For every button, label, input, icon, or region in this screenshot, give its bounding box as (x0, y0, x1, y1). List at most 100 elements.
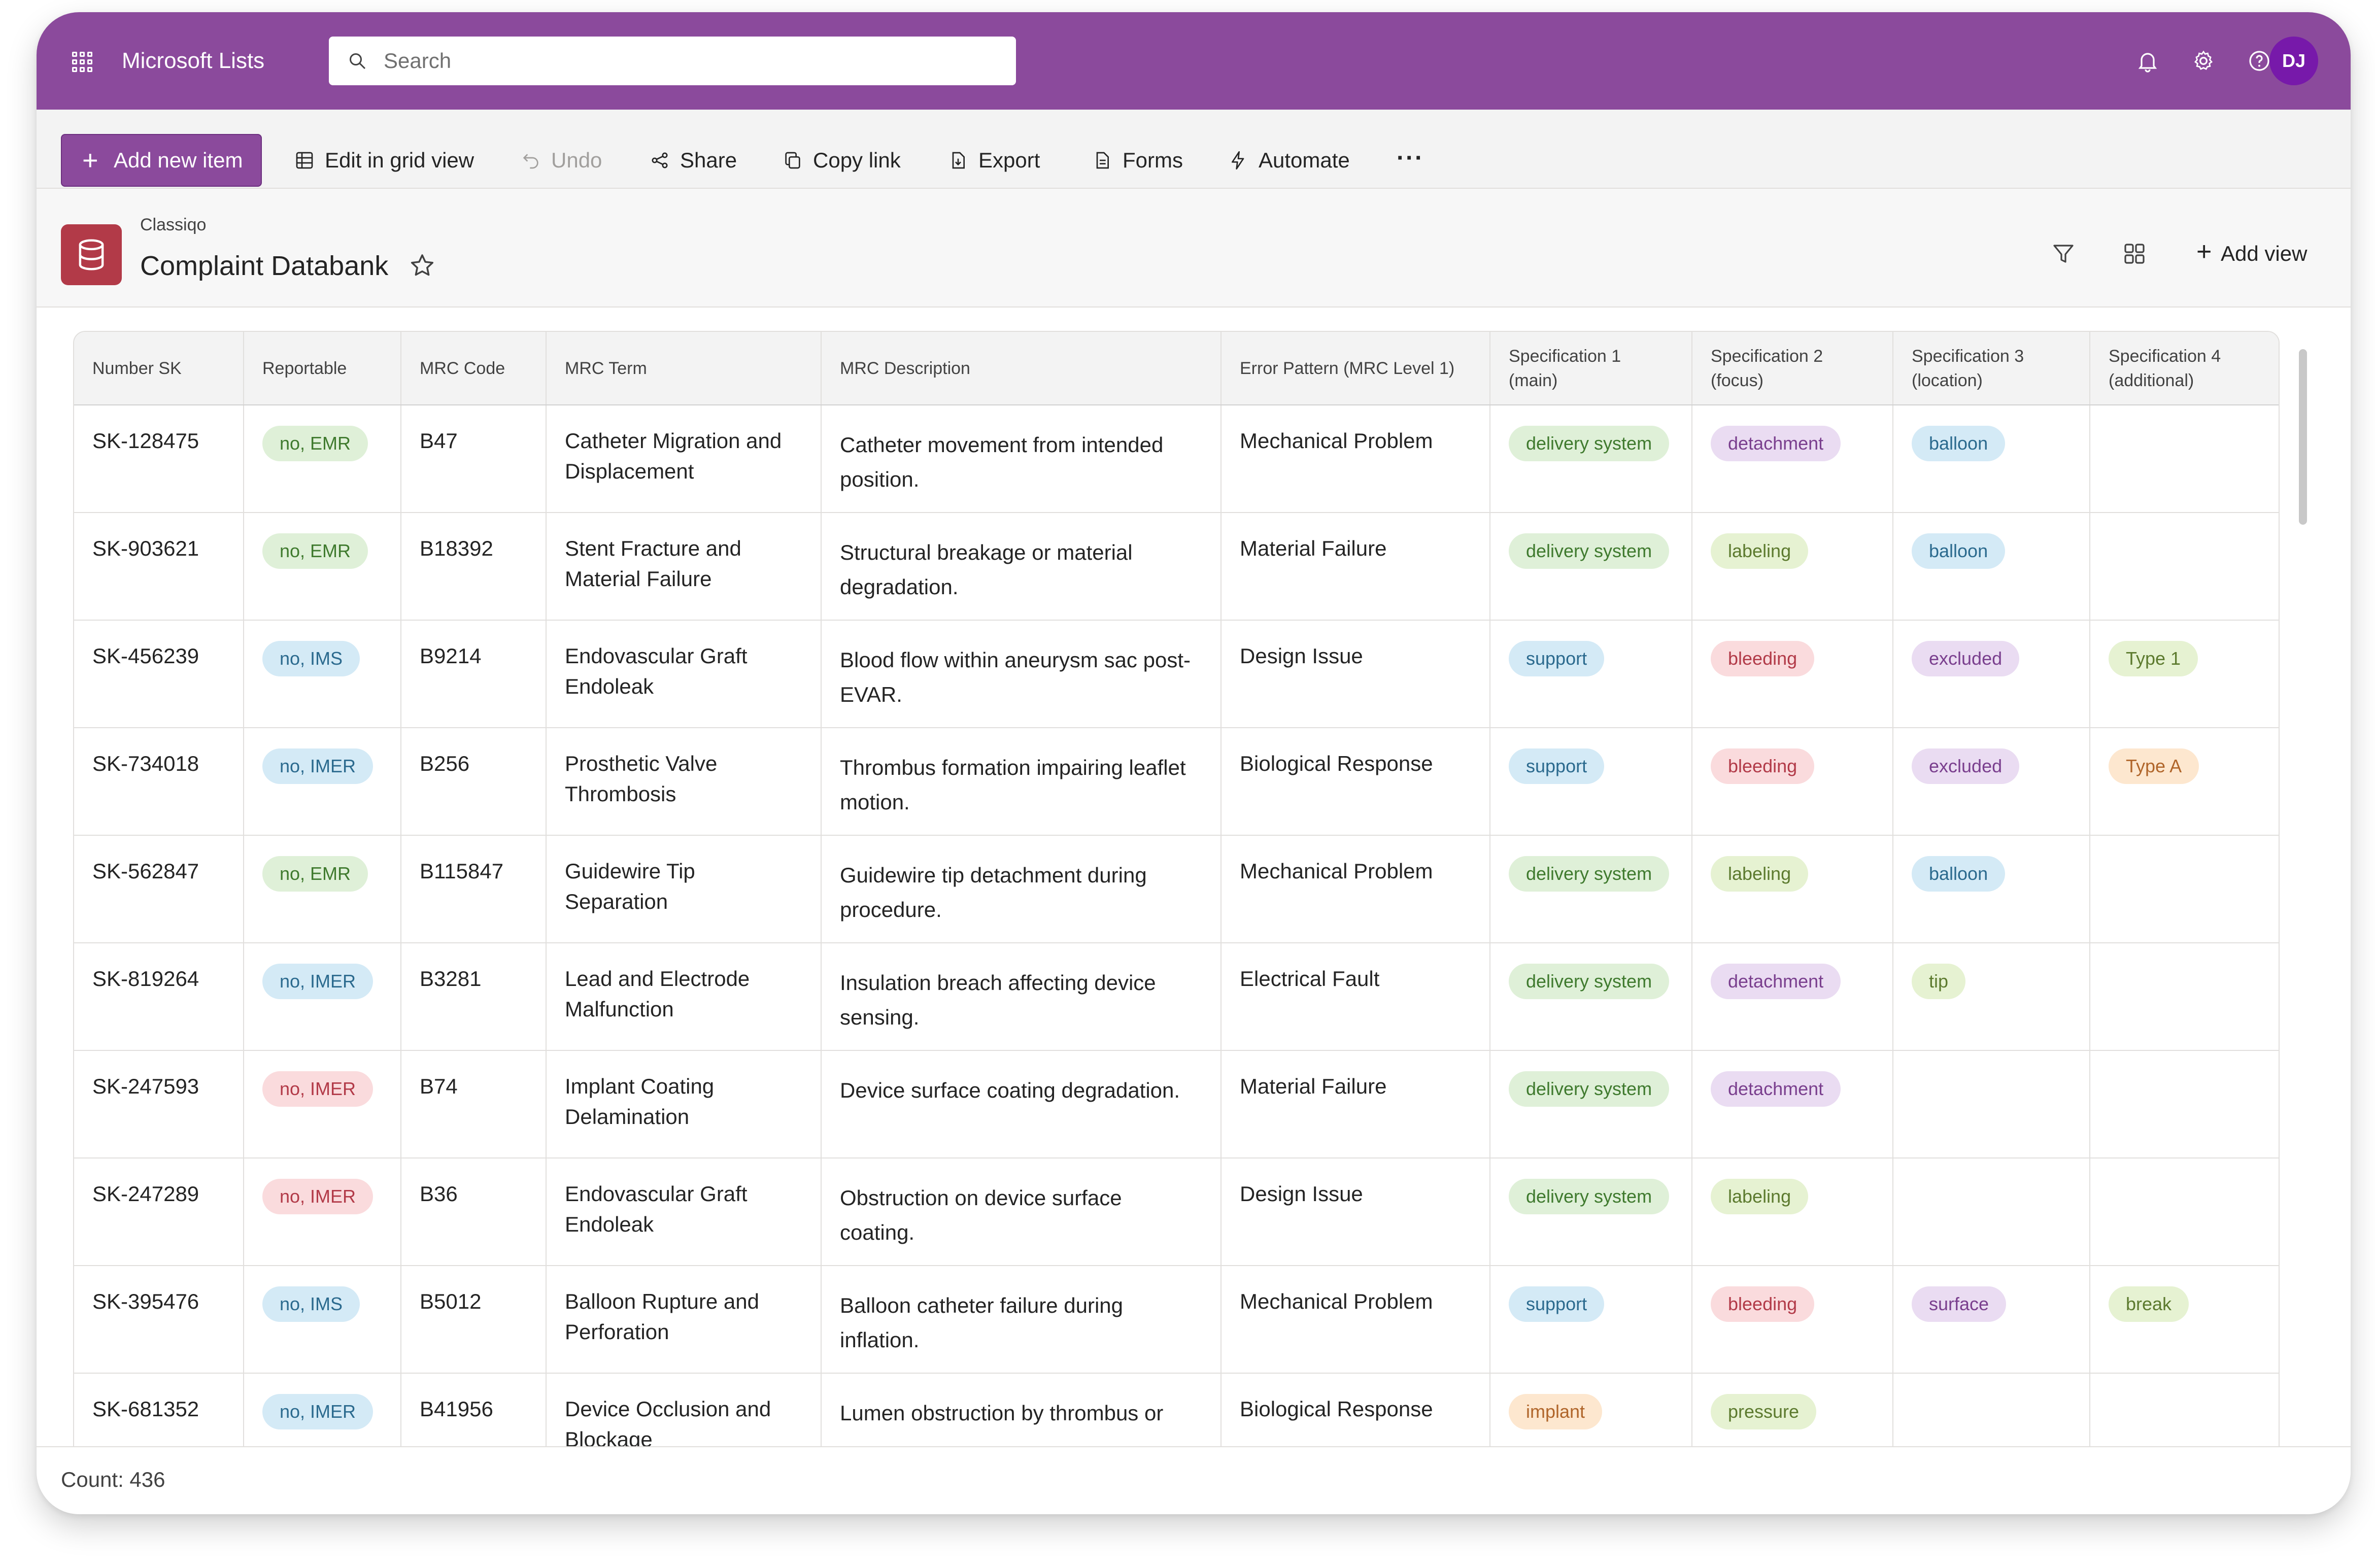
view-switch-icon[interactable] (2122, 242, 2147, 266)
spec1-cell: implant (1490, 1373, 1692, 1446)
column-header[interactable]: Specification 3 (location) (1893, 332, 2090, 405)
error-pattern-cell: Material Failure (1221, 1050, 1490, 1158)
tag-pill: no, IMER (262, 964, 374, 999)
export-button[interactable]: Export (948, 134, 1060, 187)
mrc-term-cell: Catheter Migration and Displacement (546, 405, 822, 513)
add-new-item-label: Add new item (114, 148, 243, 172)
forms-button[interactable]: Forms (1092, 134, 1194, 187)
mrc-code-cell: B41956 (401, 1373, 547, 1446)
list-table: Number SK Reportable MRC Code MRC Term MRC D… (73, 331, 2280, 1447)
column-header[interactable]: MRC Description (821, 332, 1222, 405)
app-window: Microsoft Lists Search DJ + Add new item… (37, 12, 2351, 1514)
automate-button[interactable]: Automate (1228, 134, 1370, 187)
spec3-cell: balloon (1893, 513, 2090, 621)
mrc-description-cell: Blood flow within aneurysm sac post-EVAR… (821, 620, 1222, 728)
table-row[interactable]: SK-734018 no, IMER B256 Prosthetic Valve Th… (74, 728, 2279, 836)
spec2-cell: labeling (1692, 513, 1893, 621)
number-sk-cell: SK-395476 (74, 1266, 244, 1374)
spec4-cell (2090, 405, 2279, 513)
mrc-code-cell: B3281 (401, 943, 547, 1051)
table-row[interactable]: SK-247289 no, IMER B36 Endovascular Graft E… (74, 1158, 2279, 1266)
parent-site[interactable]: Classiqo (140, 215, 207, 234)
column-header[interactable]: Specification 1 (main) (1490, 332, 1692, 405)
number-sk-cell: SK-681352 (74, 1373, 244, 1446)
number-sk-cell: SK-456239 (74, 620, 244, 728)
tag-pill: excluded (1912, 641, 2020, 676)
mrc-code-cell: B256 (401, 728, 547, 836)
search-box[interactable]: Search (329, 37, 1016, 85)
avatar[interactable]: DJ (2269, 37, 2318, 85)
tag-pill: support (1509, 748, 1605, 784)
spec3-cell: tip (1893, 943, 2090, 1051)
more-options-button[interactable]: ··· (1397, 145, 1424, 172)
forms-icon (1096, 152, 1109, 169)
table-row[interactable]: SK-819264 no, IMER B3281 Lead and Electrode… (74, 943, 2279, 1051)
favorite-star-icon[interactable] (408, 252, 436, 280)
table-row[interactable]: SK-456239 no, IMS B9214 Endovascular Graft … (74, 620, 2279, 728)
app-name[interactable]: Microsoft Lists (122, 48, 265, 73)
tag-pill: delivery system (1509, 533, 1670, 569)
spec3-cell (1893, 1158, 2090, 1266)
column-header[interactable]: MRC Term (546, 332, 822, 405)
column-header[interactable]: Reportable (244, 332, 401, 405)
search-input[interactable]: Search (384, 49, 452, 73)
column-header[interactable]: Specification 2 (focus) (1692, 332, 1893, 405)
table-row[interactable]: SK-247593 no, IMER B74 Implant Coating Dela… (74, 1050, 2279, 1158)
add-new-item-button[interactable]: + Add new item (61, 134, 262, 187)
tag-pill: balloon (1912, 533, 2006, 569)
copy-link-button[interactable]: Copy link (783, 134, 914, 187)
tag-pill: pressure (1711, 1394, 1817, 1429)
table-row[interactable]: SK-903621 no, EMR B18392 Stent Fracture and… (74, 513, 2279, 621)
column-header[interactable]: MRC Code (401, 332, 547, 405)
tag-pill: no, IMS (262, 1286, 360, 1322)
tag-pill: Type A (2109, 748, 2199, 784)
table-row[interactable]: SK-562847 no, EMR B115847 Guidewire Tip Sep… (74, 835, 2279, 943)
bell-icon[interactable] (2135, 49, 2160, 73)
database-icon (61, 224, 122, 285)
error-pattern-cell: Biological Response (1221, 1373, 1490, 1446)
mrc-code-cell: B9214 (401, 620, 547, 728)
spec3-cell: balloon (1893, 835, 2090, 943)
table-row[interactable]: SK-395476 no, IMS B5012 Balloon Rupture and… (74, 1266, 2279, 1374)
reportable-cell: no, IMER (244, 728, 401, 836)
error-pattern-cell: Mechanical Problem (1221, 835, 1490, 943)
reportable-cell: no, IMS (244, 620, 401, 728)
mrc-term-cell: Device Occlusion and Blockage (546, 1373, 822, 1446)
spec1-cell: delivery system (1490, 1158, 1692, 1266)
filter-icon[interactable] (2051, 242, 2076, 266)
tag-pill: Type 1 (2109, 641, 2198, 676)
edit-grid-button[interactable]: Edit in grid view (294, 134, 487, 187)
number-sk-cell: SK-128475 (74, 405, 244, 513)
column-header[interactable]: Specification 4 (additional) (2090, 332, 2279, 405)
reportable-cell: no, IMS (244, 1266, 401, 1374)
grid-icon (296, 152, 313, 169)
number-sk-cell: SK-247593 (74, 1050, 244, 1158)
tag-pill: labeling (1711, 533, 1809, 569)
gear-icon[interactable] (2191, 49, 2216, 73)
spec1-cell: support (1490, 728, 1692, 836)
tag-pill: delivery system (1509, 964, 1670, 999)
share-button[interactable]: Share (650, 134, 751, 187)
help-icon[interactable] (2247, 49, 2271, 73)
spec4-cell (2090, 1050, 2279, 1158)
reportable-cell: no, IMER (244, 1050, 401, 1158)
tag-pill: no, IMER (262, 748, 374, 784)
column-header[interactable]: Number SK (74, 332, 244, 405)
spec2-cell: bleeding (1692, 620, 1893, 728)
spec1-cell: delivery system (1490, 1050, 1692, 1158)
tag-pill: no, IMER (262, 1071, 374, 1107)
footer: Count: 436 (37, 1446, 2351, 1514)
undo-button[interactable]: Undo (521, 134, 612, 187)
tag-pill: bleeding (1711, 748, 1815, 784)
column-header[interactable]: Error Pattern (MRC Level 1) (1221, 332, 1490, 405)
error-pattern-cell: Design Issue (1221, 1158, 1490, 1266)
app-launcher-icon[interactable] (72, 52, 92, 72)
tag-pill: detachment (1711, 426, 1841, 461)
search-icon (350, 53, 366, 70)
vertical-scrollbar[interactable] (2299, 349, 2307, 525)
error-pattern-cell: Design Issue (1221, 620, 1490, 728)
mrc-code-cell: B18392 (401, 513, 547, 621)
table-row[interactable]: SK-128475 no, EMR B47 Catheter Migration an… (74, 405, 2279, 513)
mrc-description-cell: Insulation breach affecting device sensi… (821, 943, 1222, 1051)
table-row[interactable]: SK-681352 no, IMER B41956 Device Occlusion … (74, 1373, 2279, 1446)
